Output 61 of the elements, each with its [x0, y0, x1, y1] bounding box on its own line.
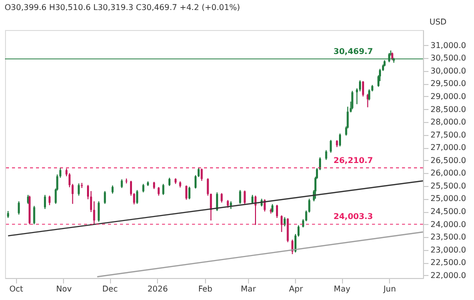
- candlestick: [239, 190, 242, 204]
- candlestick: [216, 192, 218, 212]
- candlestick: [339, 133, 342, 147]
- text: O30,399.6 H30,510.6 L30,319.3 C30,469.7 +4.2 (+0.01%): [4, 3, 240, 12]
- candlestick: [362, 80, 364, 97]
- y-tick-label: 28,000.0: [430, 118, 466, 127]
- y-tick-label: 30,000.0: [430, 66, 466, 76]
- y-tick-label: 26,000.0: [430, 168, 466, 178]
- candlestick: [185, 184, 188, 200]
- x-tick-label: Feb: [198, 284, 212, 294]
- y-tick-label: 25,500.0: [430, 181, 466, 190]
- y-tick-label: 29,000.0: [430, 92, 466, 101]
- candlestick: [368, 88, 370, 101]
- y-tick-label: 27,000.0: [430, 143, 466, 152]
- x-tick-label: Mar: [240, 284, 257, 294]
- y-tick-label: 24,000.0: [430, 220, 466, 229]
- candlestick: [33, 205, 36, 225]
- y-tick-label: 26,500.0: [430, 156, 466, 165]
- candlestick: [44, 194, 46, 210]
- x-tick-label: Apr: [289, 284, 304, 294]
- candlestick: [325, 150, 328, 160]
- y-tick-label: 24,500.0: [430, 207, 466, 216]
- candlestick: [276, 204, 278, 218]
- candlestick: [98, 200, 100, 222]
- ref-line-label: 24,003.3: [334, 212, 373, 222]
- y-tick-label: 30,500.0: [430, 54, 466, 63]
- y-tick-label: 22,000.0: [430, 270, 466, 280]
- candlestick: [18, 200, 20, 216]
- x-tick-label: 2026: [147, 284, 168, 294]
- candlestick: [162, 183, 164, 196]
- candlestick: [286, 218, 289, 243]
- candlestick: [200, 168, 203, 182]
- y-tick-label: 29,500.0: [430, 79, 466, 88]
- y-tick-label: 27,500.0: [430, 130, 466, 140]
- candlestick: [264, 198, 266, 212]
- candlestick: [136, 190, 138, 204]
- candlestick: [284, 216, 286, 227]
- y-tick-label: 23,500.0: [430, 232, 466, 242]
- x-tick-label: Nov: [56, 284, 72, 294]
- x-tick-label: Dec: [102, 284, 118, 294]
- y-tick-label: 31,000.0: [430, 40, 466, 50]
- ref-line-label: 26,210.7: [334, 156, 373, 165]
- candlestick: [104, 190, 106, 204]
- y-tick-label: 25,000.0: [430, 194, 466, 204]
- x-tick-label: Jun: [382, 284, 396, 294]
- y-tick-label: 23,000.0: [430, 245, 466, 254]
- y-tick-label: 22,500.0: [430, 258, 466, 268]
- candlestick: [308, 198, 310, 214]
- candlestick: [254, 195, 256, 226]
- y-tick-label: 28,500.0: [430, 104, 466, 114]
- x-tick-label: Oct: [9, 284, 24, 294]
- ref-line-label: 30,469.7: [334, 46, 373, 56]
- y-axis-title: USD: [430, 18, 447, 26]
- candlestick: [48, 195, 51, 206]
- candlestick: [330, 139, 332, 154]
- candlestick: [78, 182, 80, 196]
- candlestick: [244, 190, 246, 205]
- x-tick-label: May: [334, 284, 351, 294]
- candlestick: [220, 192, 223, 204]
- candlestick: [188, 186, 190, 200]
- candlestick: [280, 214, 283, 232]
